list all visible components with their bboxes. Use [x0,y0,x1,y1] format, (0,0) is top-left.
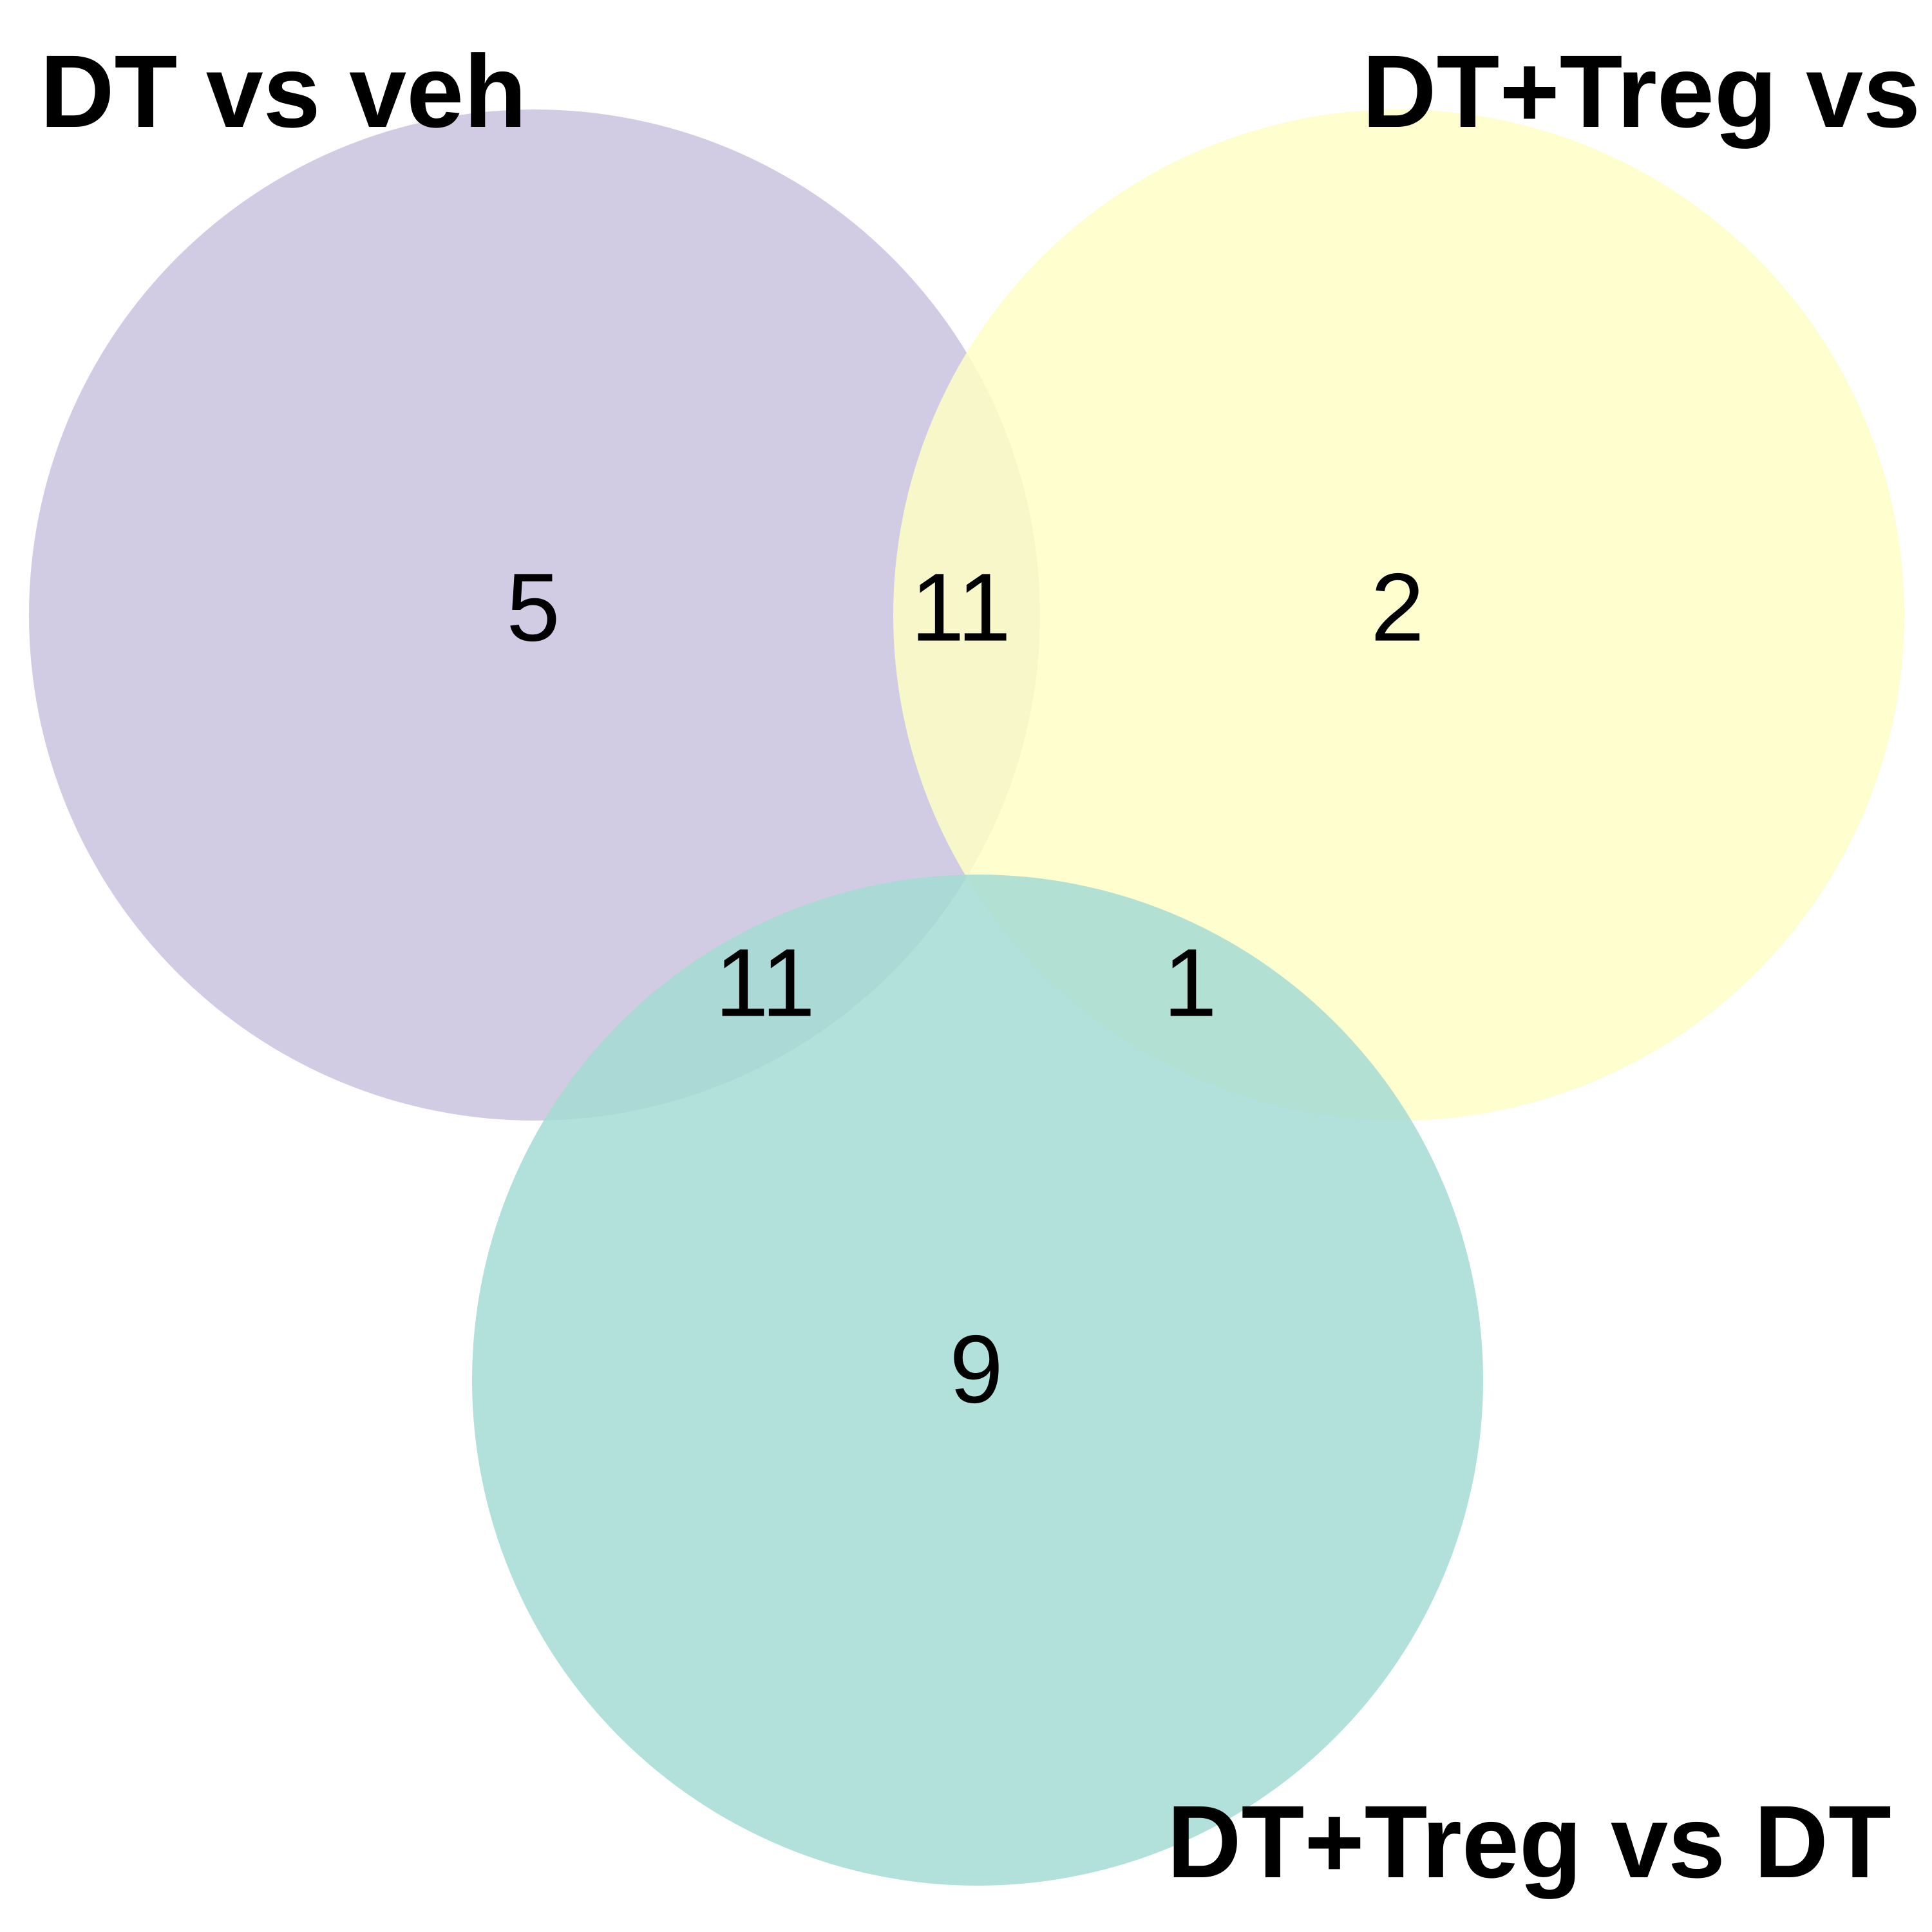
count-dt-vs-veh-and-dttreg-vs-veh: 11 [911,553,1011,661]
count-dt-vs-veh-and-dttreg-vs-dt: 11 [715,929,815,1037]
count-dttreg-vs-veh-and-dttreg-vs-dt: 1 [1163,929,1217,1037]
set-circle-dt-vs-veh [29,109,1040,1121]
set-label-dttreg-vs-veh: DT+Treg vs veh [1362,33,1932,149]
count-dttreg-vs-dt-only: 9 [949,1315,1003,1423]
count-dt-vs-veh-only: 5 [506,553,560,661]
set-label-dttreg-vs-dt: DT+Treg vs DT [1167,1784,1891,1899]
set-label-dt-vs-veh: DT vs veh [40,33,527,149]
count-dttreg-vs-veh-only: 2 [1370,553,1424,661]
set-circle-dttreg-vs-dt [472,875,1483,1886]
set-circle-dttreg-vs-veh [893,109,1904,1121]
